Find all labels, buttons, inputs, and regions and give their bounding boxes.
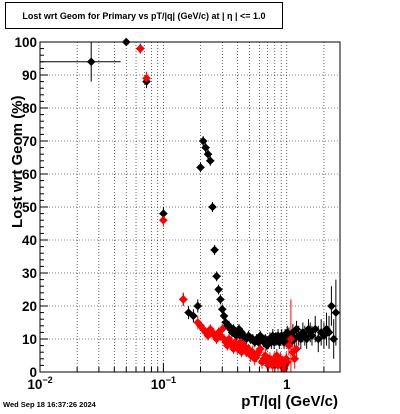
data-point-black	[216, 295, 225, 304]
data-point-red	[178, 295, 188, 304]
data-point-red	[286, 334, 296, 344]
data-point-black	[307, 331, 317, 341]
data-point-black	[189, 311, 198, 321]
data-point-red	[159, 215, 168, 225]
data-point-black	[324, 328, 334, 337]
data-point-red	[255, 344, 265, 354]
data-point-black	[208, 202, 217, 212]
x-tick-label: 10−1	[151, 375, 176, 392]
x-tick-label: 1	[283, 377, 291, 392]
data-point-black	[327, 301, 336, 311]
data-point-black	[212, 271, 221, 281]
chart-title: Lost wrt Geom for Primary vs pT/|q| (GeV…	[5, 2, 283, 29]
y-tick-label: 0	[29, 365, 37, 380]
data-point-red	[217, 324, 227, 334]
data-point-black	[219, 311, 229, 321]
y-tick-label: 30	[22, 266, 37, 281]
data-point-red	[135, 44, 145, 53]
chart-title-text: Lost wrt Geom for Primary vs pT/|q| (GeV…	[22, 10, 266, 21]
data-point-black	[292, 324, 301, 334]
y-tick-label: 80	[22, 101, 37, 116]
error-bars	[40, 41, 340, 372]
data-point-black	[193, 301, 203, 311]
data-point-black	[210, 245, 219, 255]
data-point-red	[282, 357, 292, 367]
data-point-black	[203, 149, 213, 159]
y-tick-label: 40	[22, 233, 37, 248]
data-point-red	[292, 344, 301, 354]
y-tick-label: 90	[22, 68, 37, 83]
data-point-black	[313, 334, 323, 344]
data-point-black	[214, 285, 223, 294]
y-tick-label: 70	[22, 134, 37, 149]
x-tick-label: 10−2	[27, 375, 52, 392]
data-point-black	[198, 136, 208, 146]
x-axis-label: pT/|q| (GeV/c)	[241, 393, 338, 410]
data-point-black	[196, 163, 205, 172]
data-point-black	[86, 57, 96, 67]
y-tick-label: 60	[22, 167, 37, 182]
data-point-black	[302, 334, 312, 344]
data-point-black	[329, 334, 339, 344]
tick-labels: 0 10 20 30 40 50 60 70 80 90 100 10−2 10−1 1	[14, 35, 291, 392]
data-point-black	[310, 324, 320, 334]
y-tick-label: 10	[22, 332, 37, 347]
data-point-red	[284, 341, 294, 350]
data-point-red	[290, 354, 300, 364]
datestamp: Wed Sep 18 16:37:26 2024	[3, 400, 96, 409]
axes	[39, 41, 341, 373]
data-point-black	[319, 331, 329, 341]
data-point-black	[201, 143, 210, 152]
grid	[40, 42, 340, 372]
y-tick-label: 50	[22, 200, 37, 215]
data-point-black	[205, 156, 215, 166]
y-tick-label: 100	[14, 35, 37, 50]
data-point-black	[217, 304, 227, 314]
markers	[86, 37, 341, 374]
data-point-black	[331, 308, 341, 317]
y-tick-label: 20	[22, 299, 37, 314]
y-axis-label: Lost wrt Geom (%)	[9, 95, 26, 228]
data-point-red	[142, 73, 151, 83]
